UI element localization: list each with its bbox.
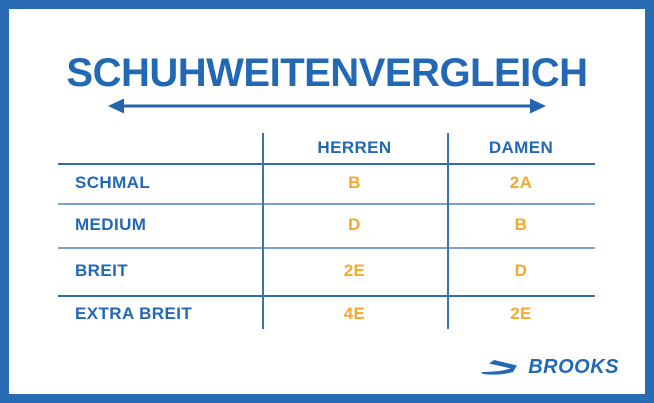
double-arrow-icon xyxy=(108,97,546,115)
column-divider xyxy=(447,133,449,329)
column-divider xyxy=(262,133,264,329)
page-title: SCHUHWEITENVERGLEICH xyxy=(66,51,588,95)
value-breit-damen: D xyxy=(514,261,528,280)
column-header-herren: HERREN xyxy=(317,138,392,157)
brooks-logo: BROOKS xyxy=(481,356,619,379)
row-divider xyxy=(58,295,595,297)
value-medium-herren: D xyxy=(348,215,361,234)
brooks-chevron-icon xyxy=(481,359,521,376)
table-corner-cell xyxy=(58,133,262,163)
value-extra-breit-damen: 2E xyxy=(510,304,532,323)
row-label-medium: MEDIUM xyxy=(75,215,147,234)
row-label-extra-breit: EXTRA BREIT xyxy=(75,304,193,323)
width-comparison-table: HERREN DAMEN SCHMAL B 2A MEDIUM D B BREI… xyxy=(58,133,595,333)
header-underline xyxy=(58,163,595,165)
value-schmal-damen: 2A xyxy=(509,173,533,192)
row-label-breit: BREIT xyxy=(75,261,128,280)
value-breit-herren: 2E xyxy=(343,261,366,280)
brooks-wordmark: BROOKS xyxy=(528,356,619,378)
row-divider xyxy=(58,203,595,205)
value-schmal-herren: B xyxy=(348,173,361,192)
value-medium-damen: B xyxy=(514,215,528,234)
value-extra-breit-herren: 4E xyxy=(343,304,366,323)
row-label-schmal: SCHMAL xyxy=(75,173,151,192)
column-header-damen: DAMEN xyxy=(488,138,554,157)
row-divider xyxy=(58,247,595,249)
